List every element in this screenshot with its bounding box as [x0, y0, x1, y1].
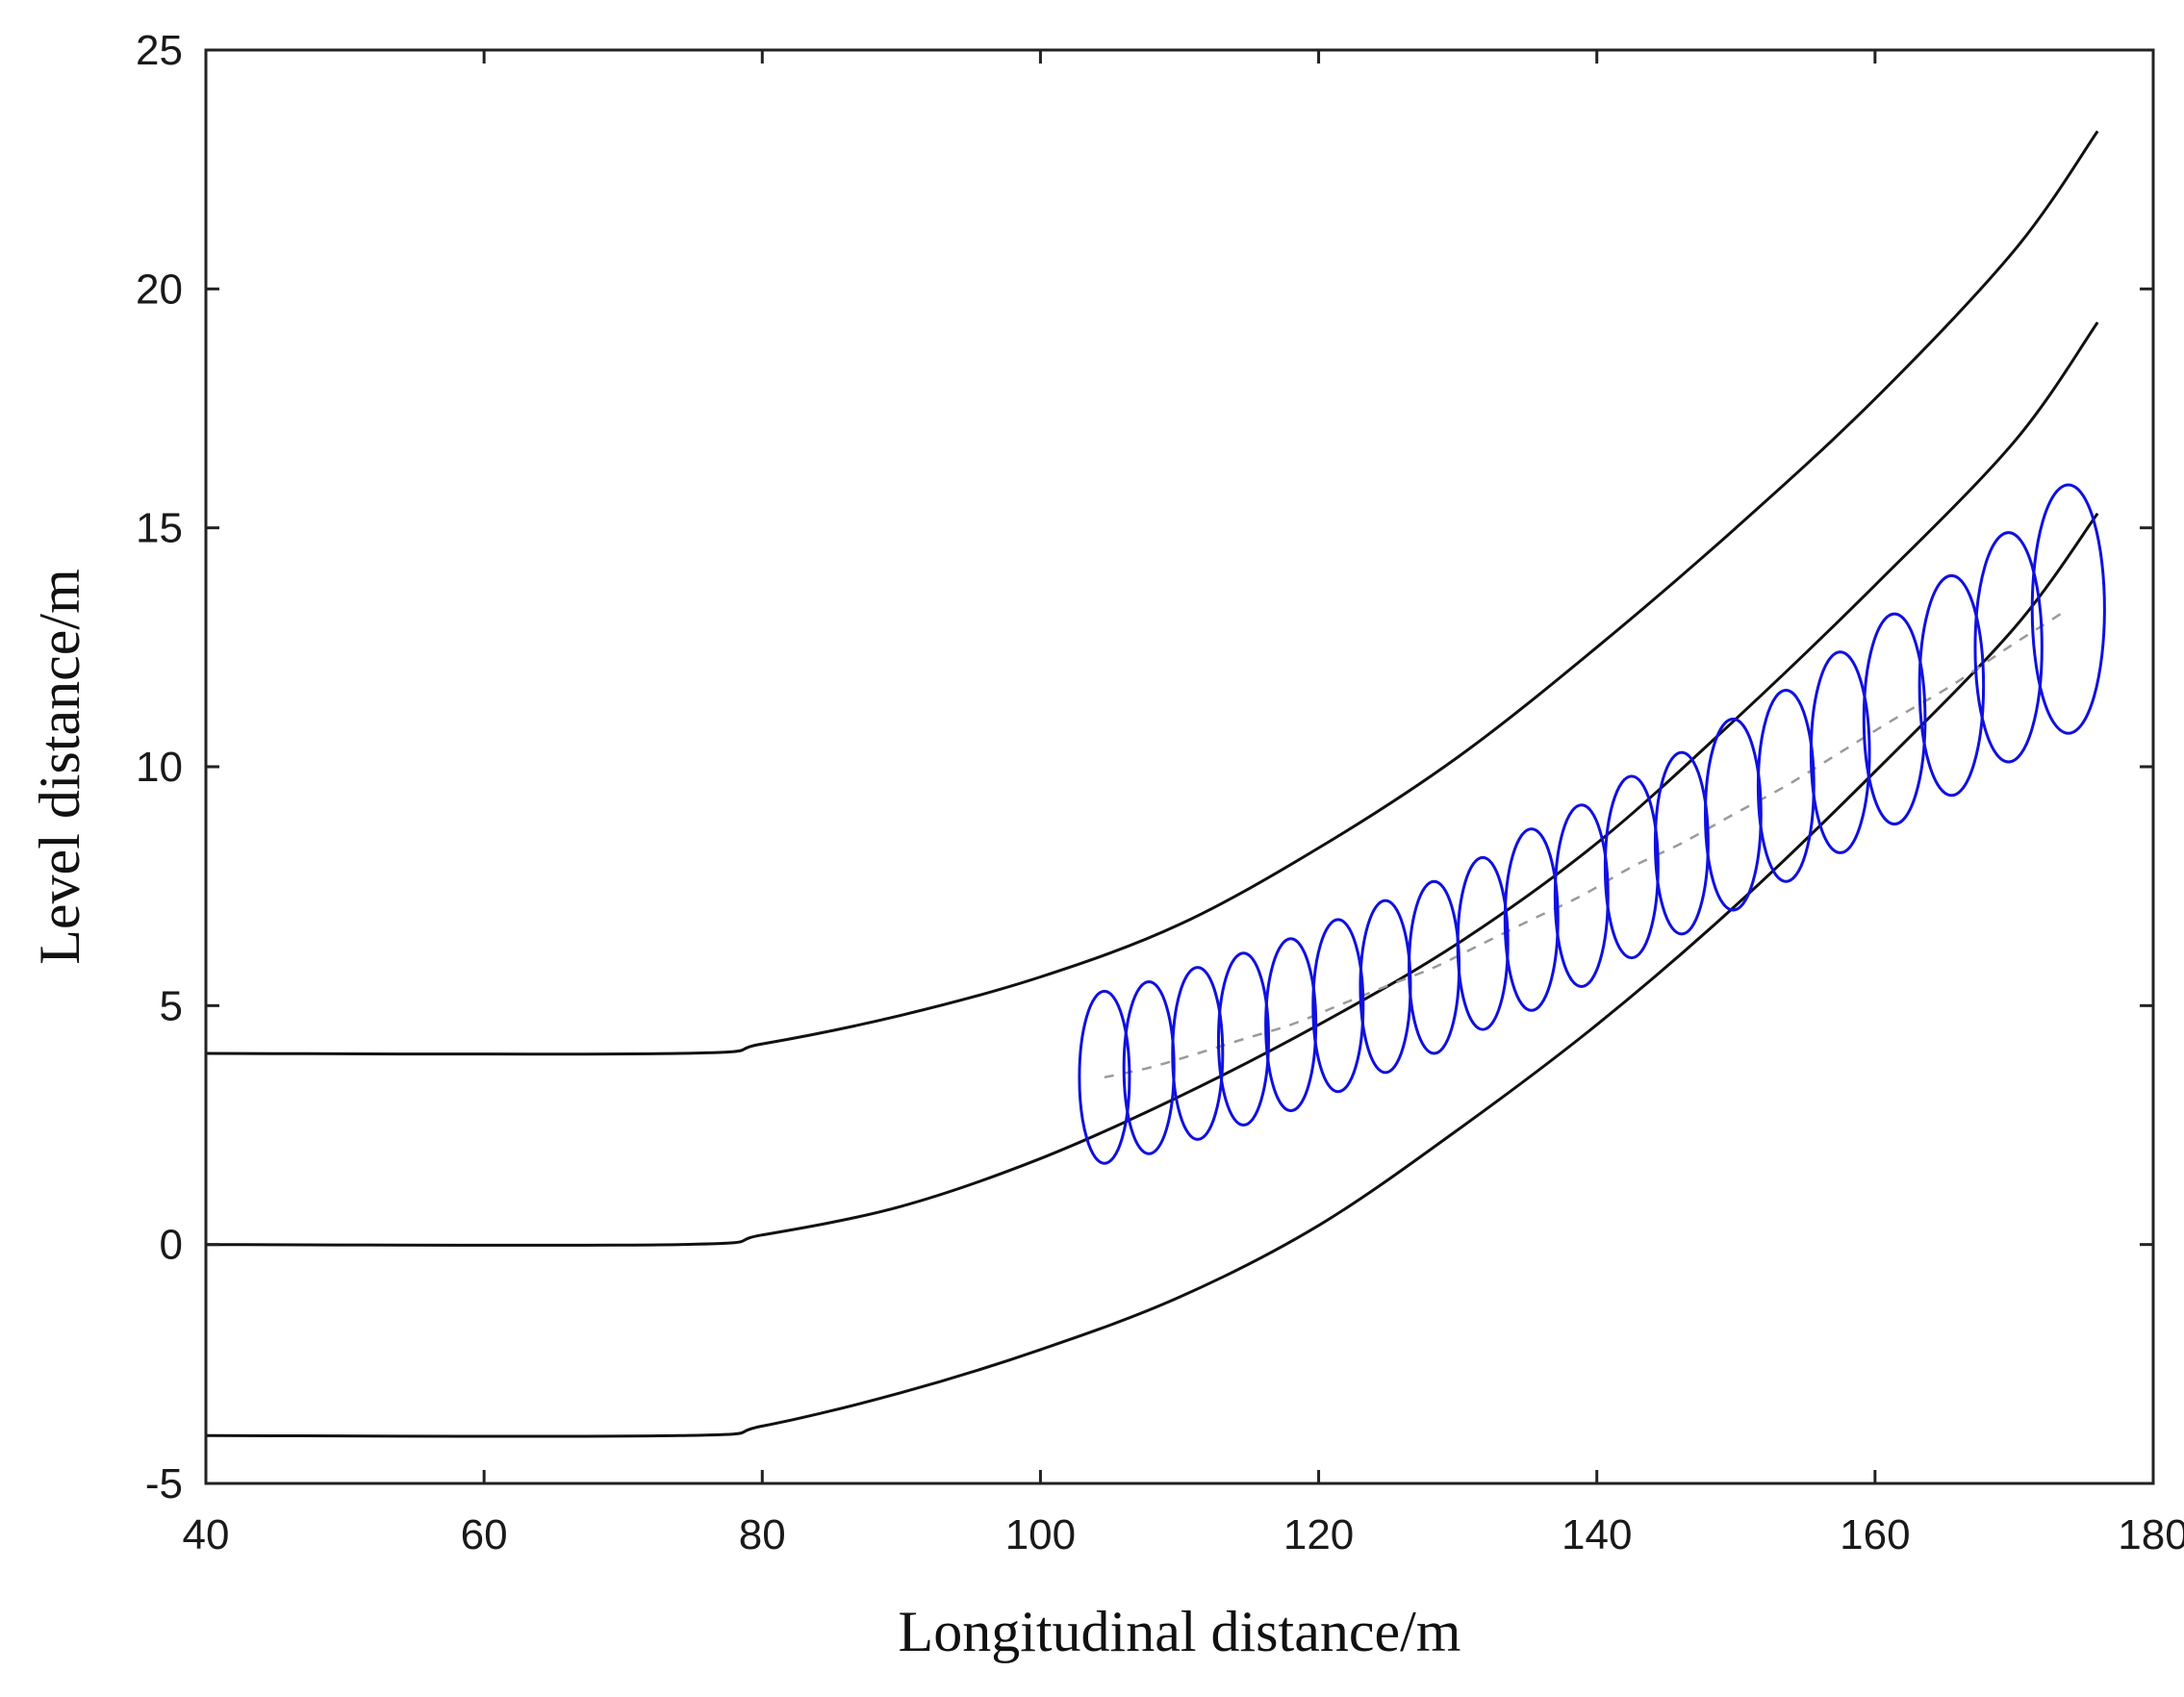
trajectory-circle: [1703, 717, 1763, 912]
trajectory-circle: [1862, 612, 1927, 826]
trajectory-circle: [1603, 774, 1660, 960]
y-tick-label: 25: [136, 27, 183, 74]
trajectory-circle: [1264, 937, 1318, 1113]
trajectory-circle: [1973, 531, 2044, 764]
trajectory-circle: [1503, 827, 1560, 1012]
y-tick-label: 20: [136, 266, 183, 313]
x-tick-label: 40: [183, 1511, 230, 1558]
trajectory-circle: [2030, 483, 2106, 735]
y-tick-label: 5: [160, 982, 183, 1029]
trajectory-circle: [1171, 966, 1225, 1141]
trajectory-circle: [1456, 855, 1510, 1031]
trajectory-path: [1104, 608, 2070, 1079]
y-tick-label: 0: [160, 1222, 183, 1269]
x-tick-label: 80: [739, 1511, 786, 1558]
y-tick-label: 10: [136, 744, 183, 791]
x-tick-label: 60: [461, 1511, 508, 1558]
x-tick-label: 180: [2118, 1511, 2184, 1558]
trajectory-circle: [1311, 918, 1365, 1094]
x-tick-label: 100: [1005, 1511, 1076, 1558]
x-tick-label: 140: [1562, 1511, 1632, 1558]
y-tick-label: -5: [145, 1460, 183, 1507]
y-axis-ticks: -5 0 5 10 15 20 25: [136, 27, 2153, 1507]
lane-line-upper: [205, 130, 2099, 1056]
y-axis-label: Level distance/m: [28, 569, 91, 965]
trajectory-circle: [1216, 951, 1271, 1127]
y-tick-label: 15: [136, 505, 183, 552]
lane-lines: [205, 130, 2099, 1438]
trajectory-circle: [1917, 573, 1986, 798]
plot-frame: [204, 48, 2155, 1485]
trajectory-centerline: [1104, 608, 2070, 1079]
lane-line-middle: [205, 321, 2099, 1247]
x-axis-ticks: 40 60 80 100 120 140 160 180: [183, 50, 2184, 1558]
trajectory-circle: [1756, 689, 1816, 883]
x-tick-label: 160: [1840, 1511, 1910, 1558]
trajectory-circle: [1553, 803, 1610, 988]
lane-line-lower: [205, 512, 2099, 1438]
x-axis-label: Longitudinal distance/m: [899, 1600, 1461, 1663]
trajectory-circles: [1078, 483, 2106, 1165]
trajectory-circle: [1653, 750, 1710, 936]
x-tick-label: 120: [1283, 1511, 1354, 1558]
trajectory-circle: [1078, 989, 1131, 1165]
trajectory-circle: [1809, 650, 1871, 854]
